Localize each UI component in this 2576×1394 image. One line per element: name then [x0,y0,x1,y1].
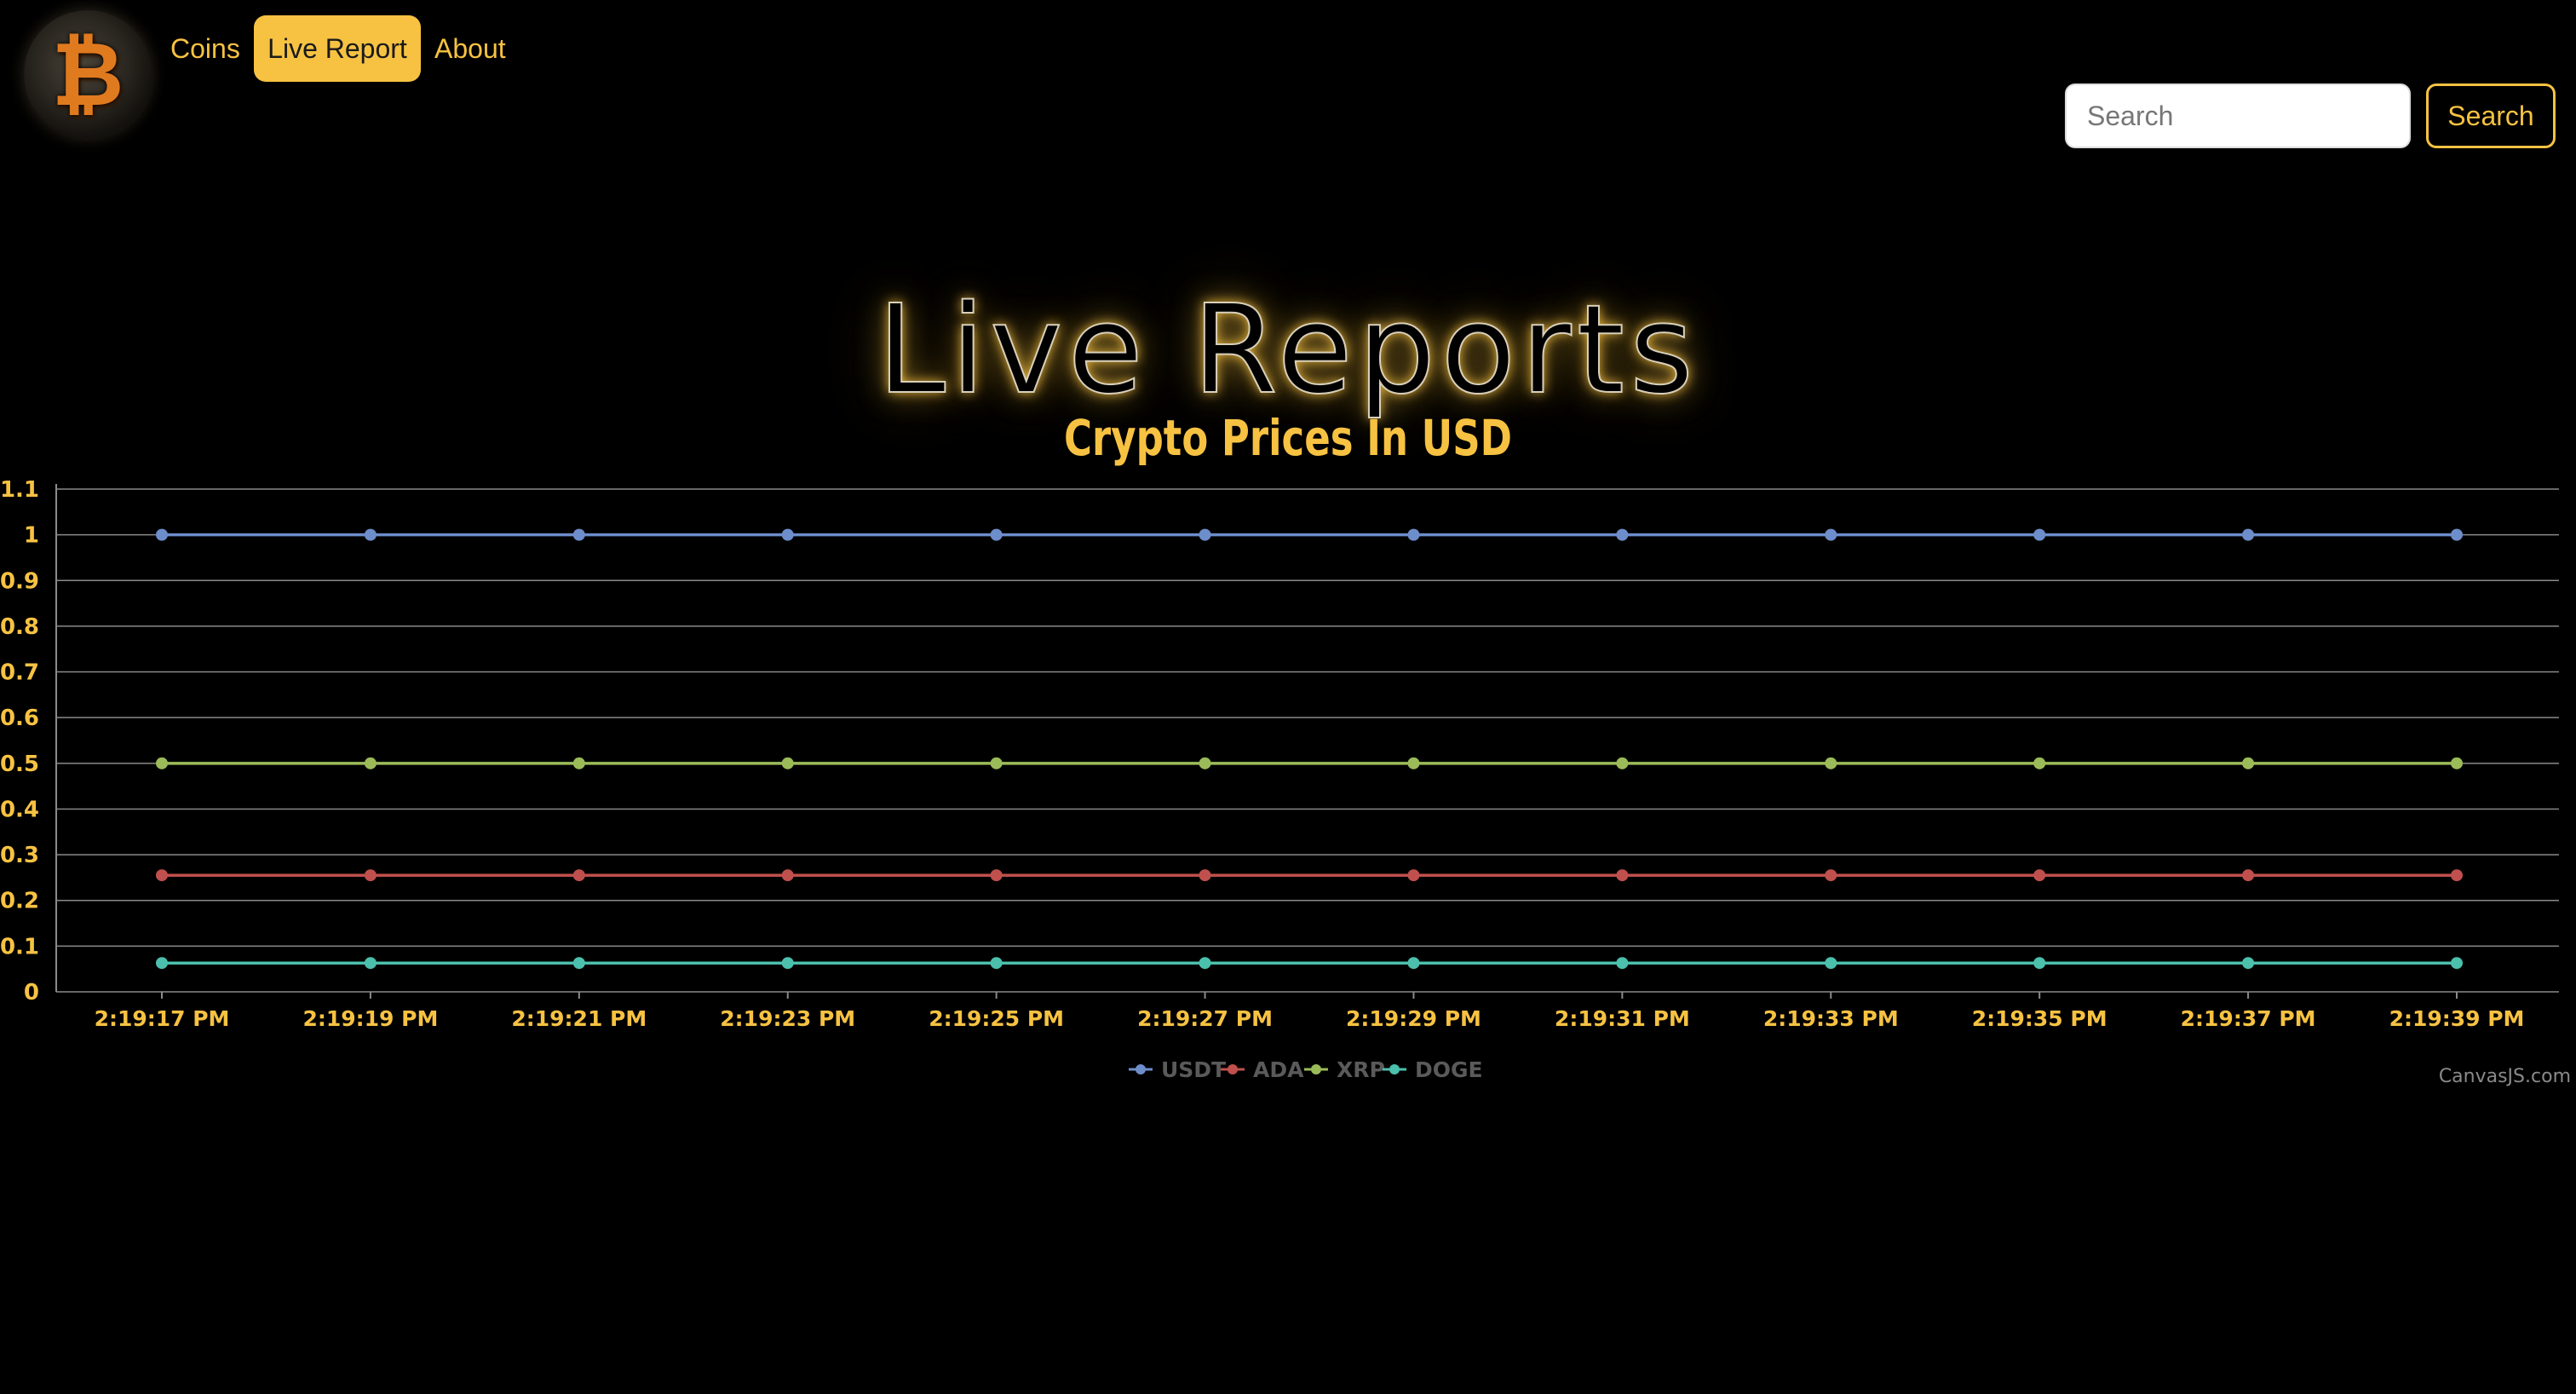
data-point-ada [572,869,585,882]
x-tick-label: 2:19:23 PM [720,1006,855,1031]
data-point-doge [781,957,794,970]
data-point-xrp [781,757,794,769]
legend-marker [1311,1064,1321,1074]
nav-link-about[interactable]: About [434,32,506,64]
data-point-doge [1407,957,1420,970]
y-tick-label: 0.9 [0,568,39,594]
canvasjs-credit: CanvasJS.com [2439,1066,2571,1087]
data-point-doge [990,957,1003,970]
x-tick-label: 2:19:33 PM [1763,1006,1899,1031]
y-tick-label: 0.7 [0,660,39,686]
data-point-doge [364,957,377,970]
data-point-ada [990,869,1003,882]
x-tick-label: 2:19:17 PM [95,1006,230,1031]
data-point-usdt [2242,528,2255,541]
y-tick-label: 1 [24,523,39,549]
search-button[interactable]: Search [2426,84,2556,148]
data-point-xrp [1616,757,1629,769]
y-tick-label: 0.8 [0,614,39,640]
data-point-ada [781,869,794,882]
y-tick-label: 0.1 [0,934,39,959]
search-input[interactable] [2065,84,2411,148]
legend-item-usdt: USDT [1161,1057,1226,1082]
data-point-xrp [2242,757,2255,769]
x-tick-label: 2:19:29 PM [1346,1006,1481,1031]
page-title: Live Reports [877,277,1699,422]
y-tick-label: 0.3 [0,843,39,868]
data-point-ada [1407,869,1420,882]
data-point-xrp [364,757,377,769]
legend-marker [1389,1064,1400,1074]
data-point-xrp [2451,757,2463,769]
data-point-usdt [364,528,377,541]
data-point-usdt [990,528,1003,541]
data-point-ada [1199,869,1211,882]
data-point-xrp [1199,757,1211,769]
data-point-xrp [156,757,168,769]
data-point-doge [2451,957,2463,970]
data-point-doge [156,957,168,970]
legend-item-xrp: XRP [1337,1057,1385,1082]
data-point-xrp [1825,757,1837,769]
navbar: ₿ Coins Live Report About Search [0,0,2576,162]
x-tick-label: 2:19:35 PM [1972,1006,2107,1031]
data-point-xrp [2033,757,2046,769]
x-tick-label: 2:19:19 PM [302,1006,438,1031]
chart-title: Crypto Prices In USD [1064,409,1512,467]
data-point-ada [1825,869,1837,882]
y-tick-label: 0.6 [0,706,39,731]
data-point-xrp [990,757,1003,769]
data-point-usdt [156,528,168,541]
data-point-doge [1825,957,1837,970]
nav-link-live-report[interactable]: Live Report [254,15,421,82]
data-point-usdt [2033,528,2046,541]
y-tick-label: 0.2 [0,889,39,914]
data-point-usdt [1616,528,1629,541]
data-point-doge [1199,957,1211,970]
data-point-ada [2033,869,2046,882]
data-point-usdt [781,528,794,541]
data-point-usdt [1825,528,1837,541]
legend-item-ada: ADA [1253,1057,1304,1082]
data-point-usdt [2451,528,2463,541]
data-point-usdt [572,528,585,541]
data-point-ada [2451,869,2463,882]
data-point-ada [1616,869,1629,882]
data-point-usdt [1199,528,1211,541]
x-tick-label: 2:19:21 PM [511,1006,647,1031]
data-point-xrp [1407,757,1420,769]
data-point-doge [572,957,585,970]
data-point-doge [1616,957,1629,970]
x-tick-label: 2:19:37 PM [2181,1006,2316,1031]
data-point-doge [2033,957,2046,970]
data-point-ada [156,869,168,882]
legend-item-doge: DOGE [1415,1057,1483,1082]
x-tick-label: 2:19:31 PM [1555,1006,1690,1031]
data-point-doge [2242,957,2255,970]
data-point-usdt [1407,528,1420,541]
y-tick-label: 0 [24,980,39,1005]
data-point-ada [364,869,377,882]
y-tick-label: 1.1 [0,477,39,503]
x-tick-label: 2:19:39 PM [2389,1006,2525,1031]
nav-link-coins[interactable]: Coins [170,32,240,64]
data-point-ada [2242,869,2255,882]
legend-marker [1136,1064,1146,1074]
x-tick-label: 2:19:25 PM [929,1006,1064,1031]
bitcoin-logo-icon[interactable]: ₿ [24,10,152,138]
y-tick-label: 0.5 [0,752,39,777]
bitcoin-symbol-icon: ₿ [51,22,124,126]
crypto-price-chart: Crypto Prices In USD 0 0.1 0.2 0.3 0.4 0.5 0.6 0… [0,409,2571,1087]
x-tick-label: 2:19:27 PM [1137,1006,1273,1031]
legend-marker [1228,1064,1238,1074]
data-point-xrp [572,757,585,769]
y-tick-label: 0.4 [0,797,39,822]
